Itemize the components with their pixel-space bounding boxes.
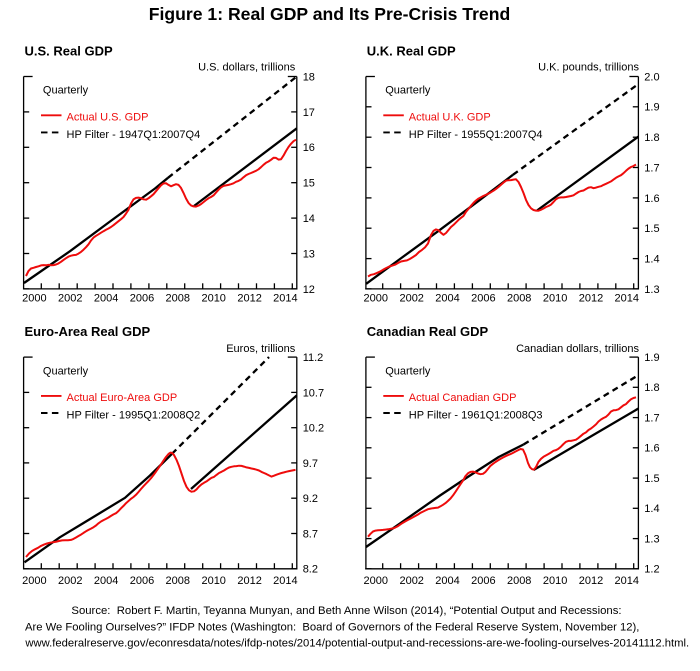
- svg-text:1.8: 1.8: [644, 382, 659, 394]
- svg-text:2004: 2004: [435, 293, 459, 305]
- svg-text:2010: 2010: [543, 293, 567, 305]
- svg-text:2004: 2004: [94, 575, 118, 587]
- svg-text:2014: 2014: [273, 293, 297, 305]
- svg-text:2012: 2012: [579, 575, 603, 587]
- svg-text:2002: 2002: [58, 293, 82, 305]
- svg-text:www.federalreserve.gov/econres: www.federalreserve.gov/econresdata/notes…: [24, 638, 689, 650]
- svg-text:1.6: 1.6: [644, 193, 659, 205]
- svg-text:17: 17: [303, 107, 315, 119]
- svg-text:9.7: 9.7: [303, 458, 318, 470]
- svg-text:1.7: 1.7: [644, 162, 659, 174]
- svg-text:13: 13: [303, 248, 315, 260]
- svg-text:Figure 1: Real GDP and Its Pre: Figure 1: Real GDP and Its Pre-Crisis Tr…: [149, 4, 510, 24]
- svg-text:HP Filter - 1995Q1:2008Q2: HP Filter - 1995Q1:2008Q2: [67, 409, 201, 421]
- svg-text:8.7: 8.7: [303, 528, 318, 540]
- svg-text:Quarterly: Quarterly: [385, 85, 431, 97]
- svg-text:8.2: 8.2: [303, 564, 318, 576]
- svg-text:10.7: 10.7: [303, 387, 324, 399]
- svg-text:1.3: 1.3: [644, 284, 659, 296]
- svg-text:Canadian dollars, trillions: Canadian dollars, trillions: [516, 343, 639, 355]
- svg-text:2006: 2006: [130, 575, 154, 587]
- svg-text:Actual U.K. GDP: Actual U.K. GDP: [409, 111, 491, 123]
- svg-text:2002: 2002: [58, 575, 82, 587]
- svg-text:Euro-Area Real GDP: Euro-Area Real GDP: [25, 324, 151, 339]
- svg-text:Source: Robert F. Martin, Tey: Source: Robert F. Martin, Teyanna Munyan…: [71, 605, 621, 617]
- svg-text:2002: 2002: [399, 293, 423, 305]
- svg-text:16: 16: [303, 142, 315, 154]
- svg-text:2010: 2010: [543, 575, 567, 587]
- svg-text:2000: 2000: [364, 293, 388, 305]
- svg-text:Euros, trillions: Euros, trillions: [226, 343, 296, 355]
- svg-text:HP Filter - 1955Q1:2007Q4: HP Filter - 1955Q1:2007Q4: [409, 129, 543, 141]
- svg-text:2012: 2012: [579, 293, 603, 305]
- svg-text:2006: 2006: [130, 293, 154, 305]
- svg-text:Quarterly: Quarterly: [385, 365, 431, 377]
- svg-text:Canadian Real GDP: Canadian Real GDP: [367, 324, 489, 339]
- svg-text:1.6: 1.6: [644, 443, 659, 455]
- svg-text:2004: 2004: [94, 293, 118, 305]
- svg-text:2008: 2008: [166, 575, 190, 587]
- svg-text:1.9: 1.9: [644, 352, 659, 364]
- svg-text:2000: 2000: [22, 575, 46, 587]
- svg-text:U.K. Real GDP: U.K. Real GDP: [367, 43, 456, 58]
- svg-text:2008: 2008: [507, 575, 531, 587]
- svg-text:Are We Fooling Ourselves?” IFD: Are We Fooling Ourselves?” IFDP Notes (W…: [25, 621, 639, 633]
- svg-text:2012: 2012: [237, 575, 261, 587]
- svg-text:Actual Euro-Area GDP: Actual Euro-Area GDP: [67, 392, 178, 404]
- svg-text:1.3: 1.3: [644, 534, 659, 546]
- svg-text:2004: 2004: [435, 575, 459, 587]
- svg-text:HP Filter - 1947Q1:2007Q4: HP Filter - 1947Q1:2007Q4: [67, 129, 201, 141]
- svg-text:Actual U.S. GDP: Actual U.S. GDP: [67, 111, 149, 123]
- svg-text:2014: 2014: [615, 575, 639, 587]
- svg-text:1.9: 1.9: [644, 102, 659, 114]
- svg-text:2.0: 2.0: [644, 71, 659, 83]
- svg-text:Quarterly: Quarterly: [43, 365, 89, 377]
- svg-text:U.S. dollars, trillions: U.S. dollars, trillions: [198, 62, 296, 74]
- svg-text:2010: 2010: [201, 293, 225, 305]
- svg-text:1.5: 1.5: [644, 473, 659, 485]
- svg-text:Quarterly: Quarterly: [43, 85, 89, 97]
- svg-text:2012: 2012: [237, 293, 261, 305]
- svg-text:2000: 2000: [364, 575, 388, 587]
- svg-text:2000: 2000: [22, 293, 46, 305]
- svg-text:15: 15: [303, 178, 315, 190]
- svg-text:18: 18: [303, 71, 315, 83]
- svg-text:14: 14: [303, 213, 315, 225]
- svg-text:12: 12: [303, 284, 315, 296]
- svg-text:1.4: 1.4: [644, 503, 659, 515]
- svg-text:2006: 2006: [471, 293, 495, 305]
- svg-text:10.2: 10.2: [303, 423, 324, 435]
- svg-text:2014: 2014: [615, 293, 639, 305]
- svg-text:1.7: 1.7: [644, 413, 659, 425]
- svg-text:Actual Canadian GDP: Actual Canadian GDP: [409, 392, 517, 404]
- svg-text:11.2: 11.2: [303, 352, 324, 364]
- svg-text:2014: 2014: [273, 575, 297, 587]
- svg-text:9.2: 9.2: [303, 493, 318, 505]
- svg-text:2008: 2008: [507, 293, 531, 305]
- svg-text:2010: 2010: [201, 575, 225, 587]
- svg-text:2008: 2008: [166, 293, 190, 305]
- svg-text:U.K. pounds, trillions: U.K. pounds, trillions: [538, 62, 639, 74]
- svg-text:HP Filter - 1961Q1:2008Q3: HP Filter - 1961Q1:2008Q3: [409, 409, 543, 421]
- svg-text:1.5: 1.5: [644, 223, 659, 235]
- svg-text:2002: 2002: [399, 575, 423, 587]
- svg-text:1.4: 1.4: [644, 254, 659, 266]
- svg-text:U.S. Real GDP: U.S. Real GDP: [25, 43, 113, 58]
- svg-text:1.2: 1.2: [644, 564, 659, 576]
- svg-text:1.8: 1.8: [644, 132, 659, 144]
- svg-text:2006: 2006: [471, 575, 495, 587]
